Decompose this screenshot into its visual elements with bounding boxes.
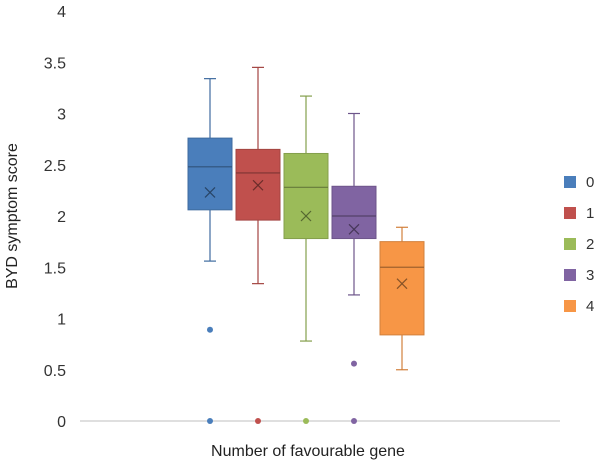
mean-marker [204, 187, 216, 198]
y-tick-label: 1 [57, 312, 66, 329]
outlier-point [207, 326, 213, 333]
legend: 0 1 2 3 4 [564, 174, 594, 315]
legend-label-2: 2 [586, 236, 594, 253]
y-tick-label: 2.5 [44, 158, 66, 175]
outlier-point [351, 360, 357, 367]
legend-label-3: 3 [586, 267, 594, 284]
y-axis-title: BYD symptom score [4, 143, 21, 289]
legend-swatch-0 [564, 176, 576, 188]
outlier-point [255, 418, 261, 424]
box-iqr [379, 241, 425, 336]
outlier-point [207, 418, 213, 424]
box-group-0 [187, 78, 233, 424]
plot-area [187, 66, 425, 424]
box-iqr [187, 137, 233, 211]
mean-marker [252, 179, 264, 191]
x-axis-title: Number of favourable gene [211, 443, 405, 460]
box-group-1 [235, 66, 281, 424]
y-tick-label: 4 [57, 4, 66, 21]
y-axis: 0 0.5 1 1.5 2 2.5 3 3.5 4 [44, 4, 66, 431]
y-tick-label: 3 [57, 107, 66, 124]
outlier-point [303, 418, 309, 424]
y-tick-label: 0 [57, 414, 66, 431]
box-group-4 [379, 226, 425, 371]
y-tick-label: 0.5 [44, 363, 66, 380]
legend-label-1: 1 [586, 205, 594, 222]
y-tick-label: 3.5 [44, 55, 66, 72]
mean-marker [300, 210, 312, 222]
mean-marker [348, 223, 360, 235]
box-group-2 [283, 95, 329, 424]
mean-marker [396, 278, 408, 290]
box-iqr [283, 152, 329, 240]
y-tick-label: 1.5 [44, 260, 66, 277]
legend-swatch-2 [564, 238, 576, 250]
legend-swatch-4 [564, 300, 576, 312]
box-iqr [331, 185, 377, 240]
box-group-3 [331, 112, 377, 424]
outlier-point [351, 418, 357, 424]
y-tick-label: 2 [57, 209, 66, 226]
legend-label-0: 0 [586, 174, 594, 191]
legend-swatch-3 [564, 269, 576, 281]
legend-swatch-1 [564, 207, 576, 219]
legend-label-4: 4 [586, 298, 594, 315]
